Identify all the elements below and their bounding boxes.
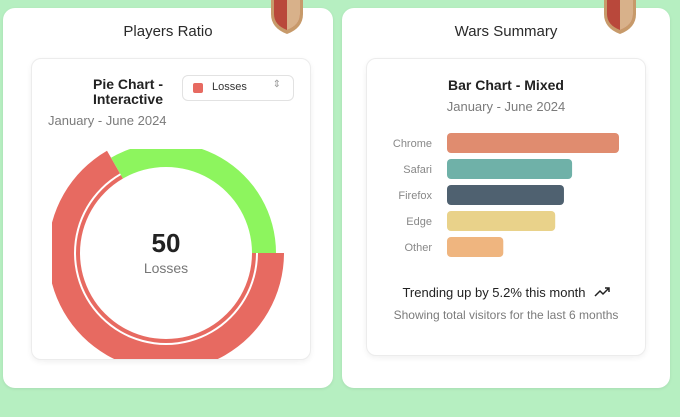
losses-swatch <box>193 83 203 93</box>
donut-center-value: 50 <box>152 228 181 258</box>
bar-chart-title: Bar Chart - Mixed <box>448 77 564 93</box>
date-range: January - June 2024 <box>446 99 566 114</box>
pie-chart-title: Pie Chart - Interactive <box>92 76 164 107</box>
trending-up-icon <box>594 285 610 300</box>
panel-title: Wars Summary <box>454 23 558 40</box>
date-range: January - June 2024 <box>48 113 167 128</box>
wars-summary-panel: Wars Summary Bar Chart - Mixed January -… <box>342 0 670 388</box>
bar-chart-card: Bar Chart - Mixed January - June 2024 Ch… <box>366 58 646 356</box>
pie-chart-card: Pie Chart - Interactive January - June 2… <box>31 58 311 360</box>
bar-firefox[interactable] <box>447 185 564 205</box>
bar-edge[interactable] <box>447 211 556 231</box>
trend-text: Trending up by 5.2% this month <box>402 285 586 300</box>
bar-label-edge: Edge <box>406 216 432 228</box>
bar-label-firefox: Firefox <box>398 190 432 202</box>
donut-slice-other[interactable] <box>111 149 276 253</box>
players-ratio-panel: Players Ratio Pie Chart - Interactive Ja… <box>3 0 333 388</box>
series-select[interactable]: Losses ⇕ <box>182 75 294 101</box>
bar-safari[interactable] <box>447 159 573 179</box>
shield-icon <box>604 0 636 34</box>
chevron-up-down-icon: ⇕ <box>272 79 281 90</box>
bar-label-chrome: Chrome <box>393 138 432 150</box>
trend-line: Trending up by 5.2% this month <box>367 285 645 300</box>
shield-icon <box>271 0 303 34</box>
bar-chart: Chrome Safari Firefox Edge Other <box>393 133 619 257</box>
bar-chrome[interactable] <box>447 133 619 153</box>
donut-chart: 50 Losses <box>52 149 284 359</box>
panel-title: Players Ratio <box>123 23 213 40</box>
footer-text: Showing total visitors for the last 6 mo… <box>393 308 619 322</box>
bar-other[interactable] <box>447 237 504 257</box>
donut-center-label: Losses <box>144 260 188 276</box>
select-value: Losses <box>212 81 247 93</box>
bar-label-other: Other <box>404 242 432 254</box>
bar-label-safari: Safari <box>403 164 432 176</box>
